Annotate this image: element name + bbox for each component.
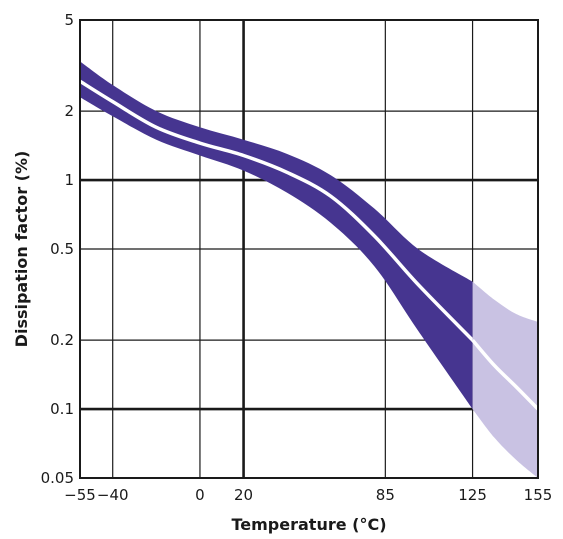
center-line-series-1 (79, 79, 474, 342)
data-bands (79, 61, 540, 478)
x-tick-label: 155 (524, 486, 553, 504)
center-line-series-2 (471, 338, 540, 411)
y-tick-label: 0.1 (50, 400, 74, 418)
x-tick-label: 85 (376, 486, 395, 504)
band-series-2 (472, 281, 538, 478)
x-tick-label: 20 (234, 486, 253, 504)
grid-lines (80, 20, 538, 478)
band-series-1 (80, 61, 473, 410)
x-axis-title: Temperature (°C) (231, 515, 386, 534)
y-tick-label: 0.05 (41, 469, 74, 487)
x-tick-label: −40 (97, 486, 129, 504)
y-tick-label: 5 (64, 11, 74, 29)
y-tick-label: 2 (64, 102, 74, 120)
y-tick-label: 1 (64, 171, 74, 189)
y-axis-title: Dissipation factor (%) (12, 151, 31, 348)
plot-frame (79, 19, 539, 479)
y-tick-label: 0.2 (50, 331, 74, 349)
x-tick-label: 0 (195, 486, 205, 504)
x-tick-label: −55 (64, 486, 96, 504)
y-tick-label: 0.5 (50, 240, 74, 258)
x-tick-label: 125 (458, 486, 487, 504)
